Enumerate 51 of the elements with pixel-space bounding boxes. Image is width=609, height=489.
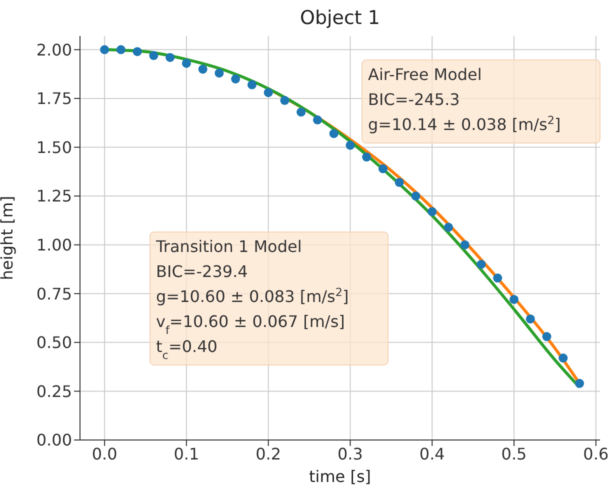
point <box>394 178 404 187</box>
y-axis-title: height [m] <box>0 196 17 280</box>
x-tick-label: 0.3 <box>338 444 363 464</box>
point <box>558 354 568 363</box>
point <box>100 45 110 54</box>
point <box>312 115 322 124</box>
x-axis-title: time [s] <box>308 467 372 486</box>
point <box>182 58 191 68</box>
point <box>444 222 454 232</box>
point <box>149 51 158 60</box>
text: Transition 1 Model BIC=-239.4 g=10.60 ± 0.083 [m/s$^{2}$] v$_{f}$=10.60 ± 0.067 [m/s] t$_{c}$=0.40 <box>156 237 349 362</box>
point <box>526 314 535 324</box>
point <box>510 294 519 304</box>
point <box>362 152 372 162</box>
y-tick-label: 0.50 <box>36 333 72 352</box>
point <box>231 74 240 84</box>
point <box>296 108 306 117</box>
y-tick-label: 1.50 <box>36 138 72 157</box>
y-tick-label: 0.75 <box>36 284 72 304</box>
point <box>378 164 388 174</box>
y-tick-label: 1.75 <box>36 89 72 108</box>
point <box>280 96 290 105</box>
point <box>214 68 224 78</box>
y-tick-label: 0.00 <box>36 430 72 450</box>
x-tick-label: 0.6 <box>583 444 609 464</box>
point <box>116 45 126 54</box>
y-tick-label: 1.25 <box>36 186 72 206</box>
point <box>346 140 355 150</box>
point <box>460 240 470 250</box>
x-tick-label: 0.1 <box>174 444 200 464</box>
point <box>476 260 486 269</box>
point <box>428 207 437 216</box>
point <box>542 332 552 342</box>
point <box>493 274 502 283</box>
annotation: Air-Free Model BIC=-245.3 g=10.14 ± 0.038 [m/s$^{2}$] <box>368 65 561 134</box>
point <box>411 192 420 201</box>
point <box>198 64 208 74</box>
point <box>166 52 175 62</box>
x-tick-label: 0.0 <box>92 444 118 464</box>
point <box>329 129 338 138</box>
point <box>247 80 256 90</box>
chart-title: Object 1 <box>300 7 380 29</box>
point <box>132 47 142 56</box>
y-tick-label: 0.25 <box>36 382 72 401</box>
x-tick-label: 0.5 <box>501 444 527 464</box>
x-tick-label: 0.4 <box>419 444 445 464</box>
point <box>575 378 584 388</box>
y-tick-label: 1.00 <box>36 236 72 255</box>
point <box>264 88 273 98</box>
x-tick-label: 0.2 <box>256 444 282 464</box>
y-tick-label: 2.00 <box>36 40 72 60</box>
